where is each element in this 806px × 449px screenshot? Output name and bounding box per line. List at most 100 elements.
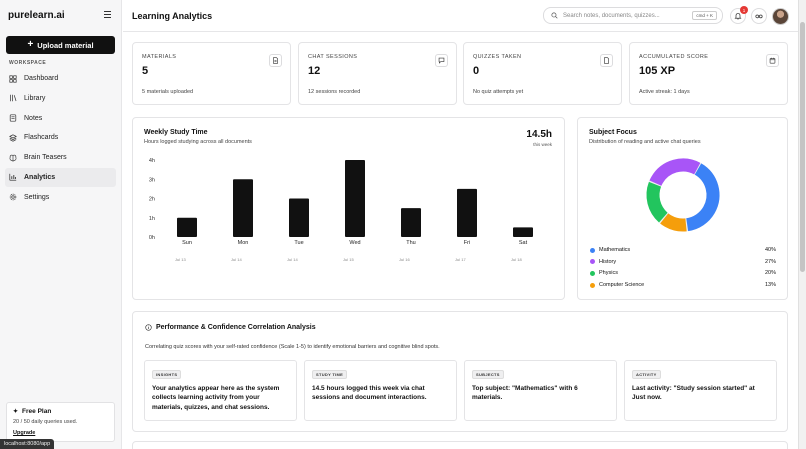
search-icon xyxy=(551,12,558,19)
plan-usage: 20 / 50 daily queries used. xyxy=(13,419,78,425)
insight-tag: ACTIVITY xyxy=(632,370,661,379)
stat-value: 12 xyxy=(308,65,321,77)
y-tick-label: 0h xyxy=(149,235,155,241)
stat-card-materials: MATERIALS 5 5 materials uploaded xyxy=(132,42,291,105)
user-avatar[interactable] xyxy=(772,8,789,25)
sidebar-item-label: Notes xyxy=(24,114,43,122)
subject-donut-chart xyxy=(642,154,724,236)
legend-percent: 13% xyxy=(764,282,776,289)
legend-dot xyxy=(590,259,595,265)
correlation-title: Performance & Confidence Correlation Ana… xyxy=(156,324,316,331)
sidebar-item-label: Analytics xyxy=(24,173,56,181)
document-icon xyxy=(269,54,282,67)
scrollbar-thumb[interactable] xyxy=(800,22,805,272)
stat-subtext: 12 sessions recorded xyxy=(308,89,361,95)
workspace-section-label: WORKSPACE xyxy=(9,60,47,66)
legend-label: History xyxy=(599,258,617,265)
sidebar-item-analytics[interactable]: Analytics xyxy=(5,167,116,187)
weekly-total-label: this week xyxy=(533,142,552,147)
stat-card-chat-sessions: CHAT SESSIONS 12 12 sessions recorded xyxy=(298,42,457,105)
subject-focus-subtitle: Distribution of reading and active chat … xyxy=(589,139,701,145)
bar[interactable] xyxy=(513,227,533,237)
y-tick-label: 1h xyxy=(149,216,155,222)
sparkle-icon: ✦ xyxy=(13,409,19,415)
chart-icon xyxy=(9,173,17,182)
stat-label: CHAT SESSIONS xyxy=(308,54,358,60)
stat-label: MATERIALS xyxy=(142,54,177,60)
subject-focus-title: Subject Focus xyxy=(589,129,637,136)
chart-subtitle: Hours logged studying across all documen… xyxy=(144,139,252,145)
insight-text: 14.5 hours logged this week via chat ses… xyxy=(312,385,427,402)
donut-slice[interactable] xyxy=(642,154,724,236)
bar[interactable] xyxy=(289,198,309,238)
date-label: Jul 18 xyxy=(511,257,522,262)
quiz-icon xyxy=(600,54,613,67)
sidebar-item-flashcards[interactable]: Flashcards xyxy=(5,128,116,147)
legend-item: Mathematics 40% xyxy=(590,246,776,254)
menu-toggle-icon[interactable] xyxy=(103,9,113,19)
date-label: Jul 17 xyxy=(455,257,466,262)
stat-value: 0 xyxy=(473,65,480,77)
brand-logo[interactable]: purelearn.ai xyxy=(8,10,65,21)
bar[interactable] xyxy=(457,188,477,237)
glasses-icon xyxy=(755,14,763,19)
stat-card-quizzes: QUIZZES TAKEN 0 No quiz attempts yet xyxy=(463,42,622,105)
layers-icon xyxy=(9,134,17,142)
weekly-bar-chart: 0h 1h 2h 3h 4h Sun Jul 13 Mon Jul 14 Tue Jul 14 Wed… xyxy=(149,158,533,262)
bar[interactable] xyxy=(345,160,365,237)
plus-icon: + xyxy=(27,39,34,50)
notifications-button[interactable]: 1 xyxy=(730,6,748,24)
status-url-tooltip: localhost:8080/app xyxy=(0,439,55,449)
legend-dot xyxy=(590,270,595,276)
sidebar: purelearn.ai + Upload material WORKSPACE… xyxy=(0,0,122,449)
brain-icon xyxy=(9,154,17,162)
subject-focus-card: Subject Focus Distribution of reading an… xyxy=(577,117,788,300)
upgrade-link[interactable]: Upgrade xyxy=(13,430,36,436)
insight-tag: INSIGHTS xyxy=(152,370,182,379)
page-title: Learning Analytics xyxy=(132,11,213,21)
donut-slice[interactable] xyxy=(642,154,724,236)
date-label: Jul 14 xyxy=(287,257,298,262)
sidebar-item-label: Dashboard xyxy=(24,75,59,82)
date-label: Jul 15 xyxy=(343,257,354,262)
sidebar-item-notes[interactable]: Notes xyxy=(5,109,116,128)
stat-value: 5 xyxy=(142,65,149,77)
sidebar-item-settings[interactable]: Settings xyxy=(5,188,116,207)
sidebar-item-library[interactable]: Library xyxy=(5,89,116,108)
search-input[interactable]: Search notes, documents, quizzes... cmd … xyxy=(543,7,723,24)
page-scrollbar[interactable] xyxy=(798,0,806,449)
bar[interactable] xyxy=(233,179,253,237)
chat-icon xyxy=(435,54,448,67)
y-tick-label: 3h xyxy=(149,177,155,183)
bar[interactable] xyxy=(401,208,421,237)
search-shortcut-badge: cmd + K xyxy=(692,11,717,20)
bar[interactable] xyxy=(177,217,197,237)
plan-title: Free Plan xyxy=(22,408,52,415)
x-tick-label: Thu xyxy=(406,240,415,246)
x-tick-label: Mon xyxy=(238,240,249,246)
sidebar-item-brain-teasers[interactable]: Brain Teasers xyxy=(5,148,116,167)
date-label: Jul 13 xyxy=(175,257,186,262)
insight-text: Last activity: "Study session started" a… xyxy=(632,385,755,402)
date-label: Jul 16 xyxy=(399,257,410,262)
upload-material-button[interactable]: + Upload material xyxy=(6,36,115,54)
info-circle-icon xyxy=(145,324,152,331)
stat-value: 105 XP xyxy=(639,65,676,77)
focus-mode-button[interactable] xyxy=(751,8,767,24)
y-tick-label: 2h xyxy=(149,197,155,203)
correlation-description: Correlating quiz scores with your self-r… xyxy=(145,344,440,350)
bell-icon xyxy=(734,13,742,20)
insight-tag: STUDY TIME xyxy=(312,370,348,379)
legend-percent: 20% xyxy=(764,270,776,277)
stat-card-score: ACCUMULATED SCORE 105 XP Active streak: … xyxy=(629,42,788,105)
correlation-card: Performance & Confidence Correlation Ana… xyxy=(132,311,788,432)
date-label: Jul 14 xyxy=(231,257,242,262)
next-section-card xyxy=(132,441,788,449)
sidebar-item-dashboard[interactable]: Dashboard xyxy=(5,69,116,88)
donut-slice[interactable] xyxy=(642,154,724,236)
insight-text: Your analytics appear here as the system… xyxy=(152,385,280,411)
x-tick-label: Sun xyxy=(182,240,192,246)
legend-dot xyxy=(590,247,595,253)
gear-icon xyxy=(9,193,17,201)
